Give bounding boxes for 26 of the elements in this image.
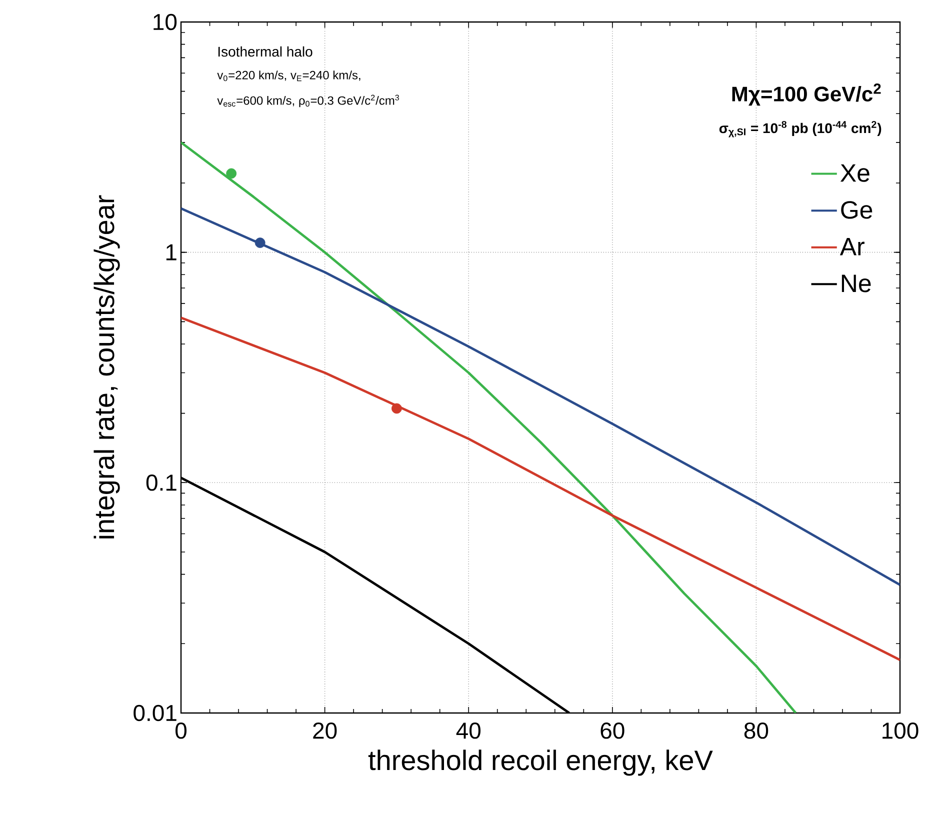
y-tick-label: 1 [166, 244, 176, 260]
point [254, 238, 266, 248]
legend-label: Ge [841, 201, 872, 219]
point [226, 168, 237, 179]
annotation: Isothermal halo [218, 46, 312, 57]
y-tick-label: 0.1 [146, 474, 176, 491]
y-axis-title: integral rate, counts/kg/year [94, 195, 120, 538]
x-tick-label: 0 [176, 722, 187, 739]
y-tick-label: 10 [154, 14, 177, 30]
legend-label: Ar [840, 238, 864, 256]
x-tick-label: 80 [744, 722, 768, 739]
annotation: v$_{esc}$=600 km/s, ρ$_{0}$=0.3 GeV/c$^{2}$/cm$^{3}$ [217, 94, 399, 108]
x-axis-title: threshold recoil energy, keV [368, 750, 713, 776]
legend-label: Ne [842, 274, 871, 292]
legend-label: Xe [840, 164, 870, 182]
line-series [181, 316, 900, 662]
text: σ$_{χ,SI}$ = 10$^{-8}$ pb (10$^{-44}$ cm$^{2}$) [719, 120, 882, 138]
annotation: v$_{0}$=220 km/s, v$_{E}$=240 km/s, [217, 70, 360, 82]
x-tick-label: 60 [600, 722, 624, 739]
annotation: Mχ=100 GeV/c$^{2}$ [732, 83, 881, 106]
y-tick-label: 0.01 [134, 704, 176, 722]
line-series [181, 141, 797, 713]
x-tick-label: 40 [456, 722, 481, 739]
point [392, 403, 402, 414]
x-tick-label: 20 [313, 722, 337, 739]
x-tick-label: 100 [882, 722, 918, 739]
